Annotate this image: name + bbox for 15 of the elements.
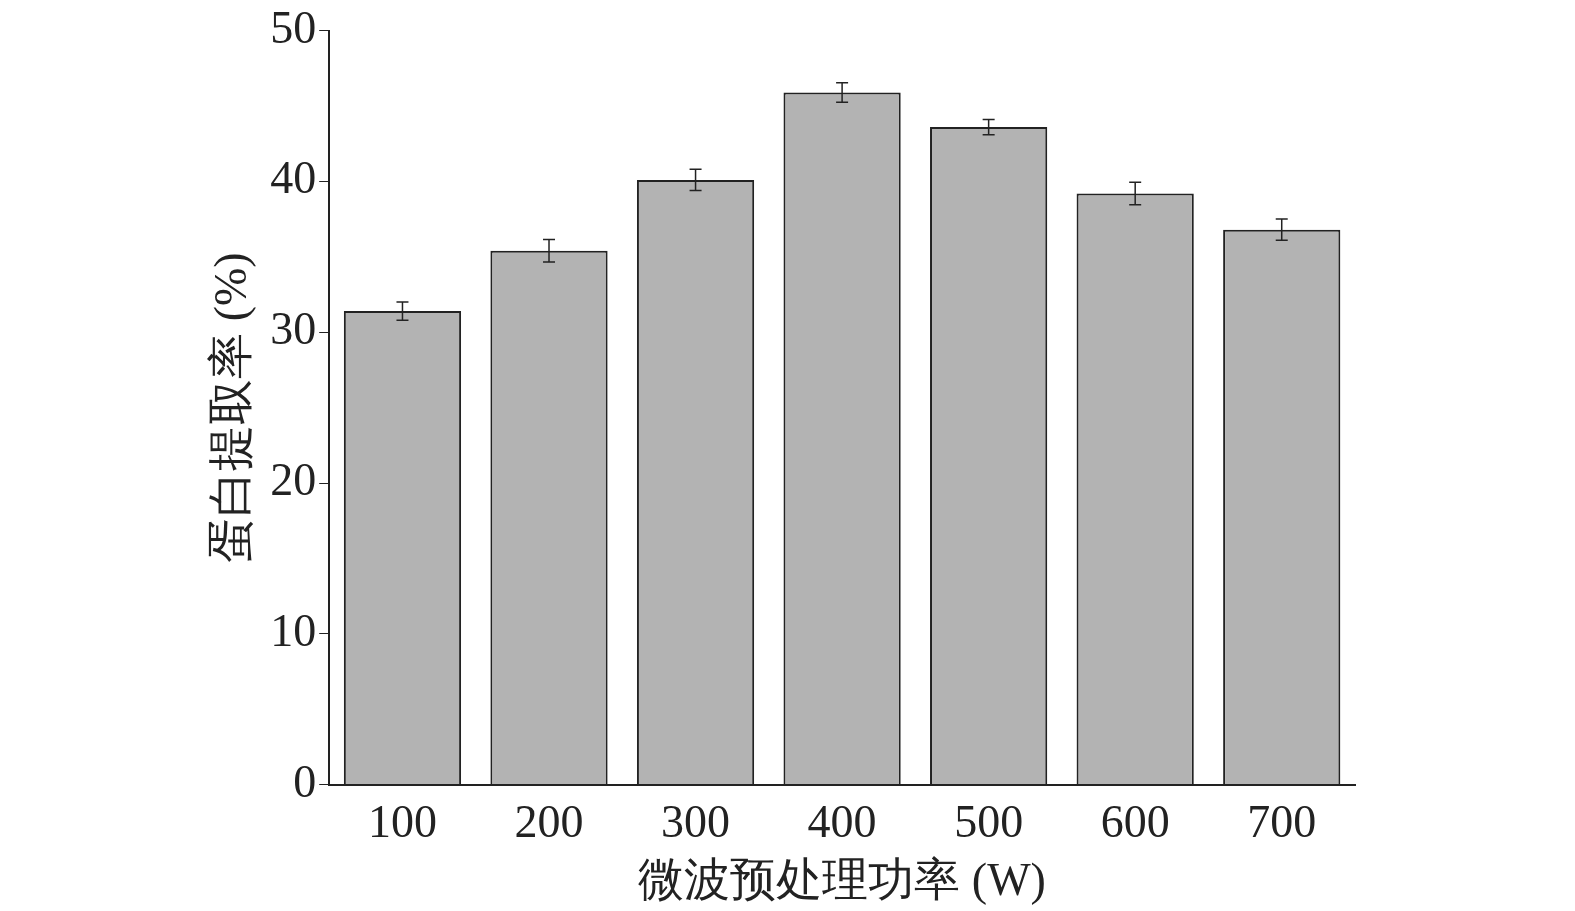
y-tick-label: 30 [270,303,317,355]
x-tick-label: 300 [661,796,731,848]
x-tick-label: 600 [1100,796,1170,848]
y-tick-label: 0 [293,755,317,807]
y-tick-label: 10 [270,604,317,656]
y-tick-label: 50 [270,1,317,53]
y-axis-title: 蛋白提取率 (%) [204,252,256,563]
y-tick-label: 20 [270,454,317,506]
x-tick-label: 400 [807,796,877,848]
x-tick-label: 700 [1247,796,1317,848]
x-tick-label: 100 [367,796,437,848]
x-axis-title: 微波预处理功率 (W) [638,854,1046,906]
x-tick-label: 200 [514,796,584,848]
y-tick-label: 40 [270,152,317,204]
x-tick-label: 500 [954,796,1024,848]
